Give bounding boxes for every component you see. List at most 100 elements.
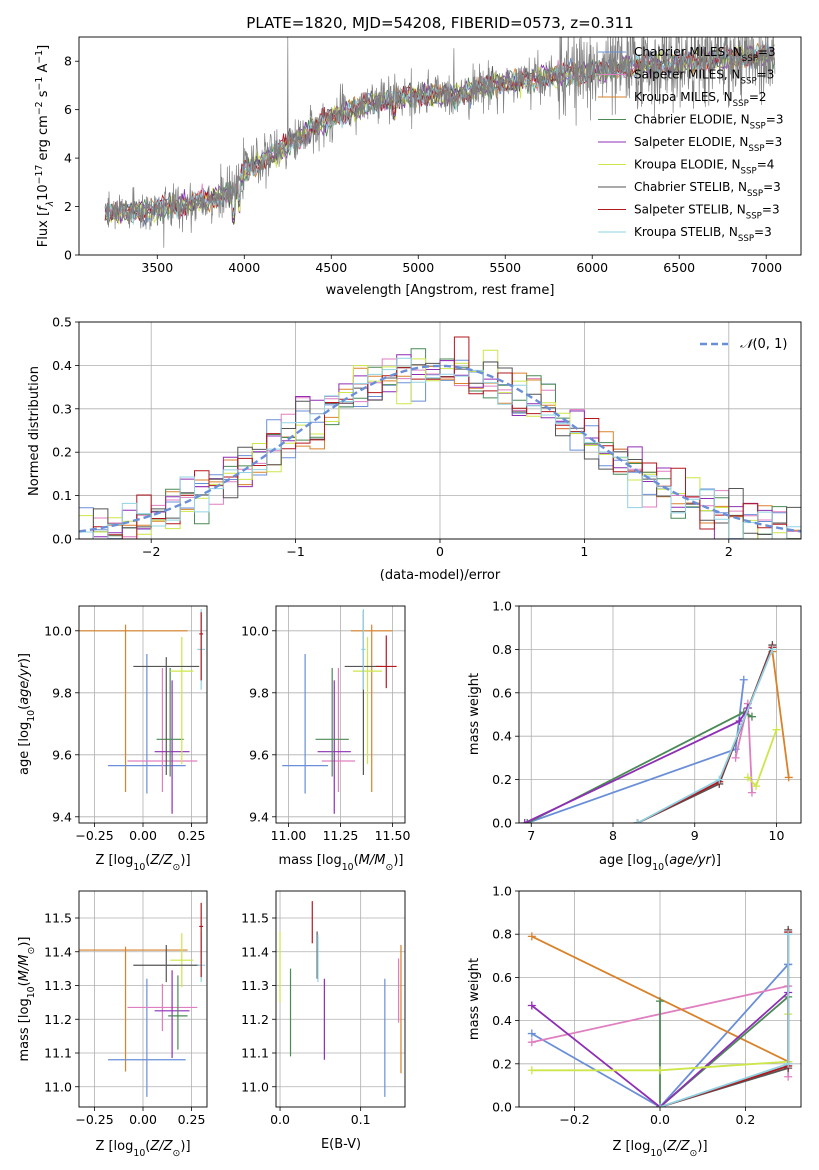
- axes-frame: [518, 890, 802, 1108]
- y-tick-label: 0: [64, 248, 72, 263]
- y-tick-label: 0.5: [52, 315, 72, 330]
- y-tick-label: 11.4: [241, 944, 269, 959]
- legend: 𝒩(0, 1): [700, 337, 787, 352]
- y-tick-label: 9.6: [249, 747, 269, 762]
- y-tick-label: 2: [64, 199, 72, 214]
- y-tick-label: 11.0: [44, 1079, 72, 1094]
- y-tick-label: 1.0: [492, 599, 512, 614]
- plus-marker: [784, 1059, 793, 1068]
- plus-marker: [739, 675, 748, 684]
- weight-series: [531, 991, 789, 1107]
- plus-marker: [656, 1103, 664, 1107]
- axes-frame: [78, 605, 208, 824]
- x-tick-label: 0.00: [129, 828, 157, 843]
- weight-lines: [527, 925, 793, 1107]
- legend-label: Kroupa STELIB, NSSP=3: [634, 225, 772, 244]
- y-tick-label: 9.8: [52, 685, 72, 700]
- y-tick-label: 0.2: [52, 445, 72, 460]
- plus-marker: [752, 782, 761, 791]
- y-axis-label: mass [log10(M/M⊙)]: [17, 937, 37, 1062]
- plus-marker: [772, 725, 781, 734]
- weight-series: [531, 963, 789, 1107]
- plus-marker: [784, 773, 793, 782]
- x-tick-label: −0.25: [75, 1112, 113, 1127]
- errorbars: [282, 609, 397, 814]
- plus-marker: [715, 775, 724, 784]
- y-tick-label: 9.6: [52, 747, 72, 762]
- y-tick-label: 9.4: [249, 809, 269, 824]
- weight-series: [659, 996, 789, 1107]
- y-tick-label: 11.5: [241, 911, 269, 926]
- y-tick-label: 9.8: [249, 685, 269, 700]
- x-tick-label: 4000: [228, 260, 260, 275]
- x-tick-label: 1: [580, 544, 588, 559]
- plus-marker: [747, 712, 756, 721]
- weight-series: [524, 707, 749, 823]
- y-tick-label: 4: [64, 151, 72, 166]
- y-tick-label: 0.6: [492, 685, 512, 700]
- y-tick-label: 10.0: [241, 623, 269, 638]
- plus-marker: [527, 1001, 536, 1010]
- x-tick-label: −0.2: [559, 1112, 589, 1127]
- x-axis-label: Z [log10(Z/Z⊙)]: [95, 1139, 190, 1159]
- plus-marker: [520, 819, 529, 823]
- x-tick-label: 0.2: [736, 1112, 756, 1127]
- y-tick-label: 0.8: [492, 927, 512, 942]
- x-tick-label: 9: [691, 828, 699, 843]
- y-tick-label: 11.5: [44, 911, 72, 926]
- errorbars: [79, 609, 206, 814]
- y-tick-label: 0.3: [52, 401, 72, 416]
- weight_vs_Z-panel: −0.2 0.0 0.2 0.0 0.2 0.4 0.6 0.8 1.0 Z [log10(Z/Z…: [467, 884, 802, 1159]
- plus-marker: [768, 645, 777, 654]
- y-tick-label: 0.8: [492, 642, 512, 657]
- legend-label: Kroupa MILES, NSSP=2: [634, 90, 767, 109]
- y-tick-label: 11.3: [44, 978, 72, 993]
- x-tick-label: −2: [142, 544, 160, 559]
- legend-label: Salpeter ELODIE, NSSP=3: [634, 135, 782, 154]
- y-tick-label: 0.0: [492, 816, 512, 831]
- y-tick-label: 11.1: [44, 1046, 72, 1061]
- weight-series: [771, 651, 790, 778]
- x-tick-label: 11.50: [375, 828, 411, 843]
- x-tick-label: 0.25: [178, 1112, 206, 1127]
- x-axis-label: Z [log10(Z/Z⊙)]: [612, 1139, 707, 1159]
- y-tick-label: 0.0: [52, 532, 72, 547]
- errorbars: [279, 901, 402, 1097]
- histogram-series: [79, 357, 801, 539]
- y-tick-label: 0.1: [52, 488, 72, 503]
- x-tick-label: 7: [527, 828, 535, 843]
- mass_vs_EBV-panel: 0.0 0.1 11.0 11.1 11.2 11.3 11.4 11.5 E(B-V): [241, 890, 406, 1152]
- plus-marker: [527, 1029, 536, 1038]
- x-tick-label: 10: [769, 828, 785, 843]
- legend-label: 𝒩(0, 1): [740, 337, 787, 352]
- weight_vs_age-panel: 7 8 9 10 0.0 0.2 0.4 0.6 0.8 1.0 age [log10(age/yr…: [467, 599, 802, 873]
- x-tick-label: 0.25: [178, 828, 206, 843]
- x-axis-label: wavelength [Angstrom, rest frame]: [326, 283, 555, 298]
- x-tick-label: 0.0: [650, 1112, 670, 1127]
- legend-label: Chabrier MILES, NSSP=3: [634, 45, 776, 64]
- x-tick-label: 0: [436, 544, 444, 559]
- axes-frame: [518, 605, 802, 824]
- legend-label: Chabrier STELIB, NSSP=3: [634, 180, 781, 199]
- plus-marker: [527, 932, 536, 941]
- x-tick-label: −1: [286, 544, 304, 559]
- x-tick-label: 8: [609, 828, 617, 843]
- plus-marker: [633, 819, 642, 823]
- x-tick-label: 2: [725, 544, 733, 559]
- x-tick-label: −0.25: [75, 828, 113, 843]
- weight-series: [526, 679, 745, 823]
- y-tick-label: 0.2: [492, 772, 512, 787]
- y-tick-label: 9.4: [52, 809, 72, 824]
- plus-marker: [743, 773, 752, 782]
- y-tick-label: 11.3: [241, 978, 269, 993]
- axes-frame: [78, 321, 802, 540]
- plus-marker: [784, 1072, 793, 1081]
- legend-label: Kroupa ELODIE, NSSP=4: [634, 158, 774, 177]
- y-tick-label: 11.2: [44, 1012, 72, 1027]
- legend-label: Salpeter STELIB, NSSP=3: [634, 203, 780, 222]
- spectrum-lines: [104, 37, 776, 248]
- x-tick-label: 4500: [315, 260, 347, 275]
- y-tick-label: 6: [64, 102, 72, 117]
- y-tick-label: 0.0: [492, 1100, 512, 1115]
- histograms: [79, 336, 801, 539]
